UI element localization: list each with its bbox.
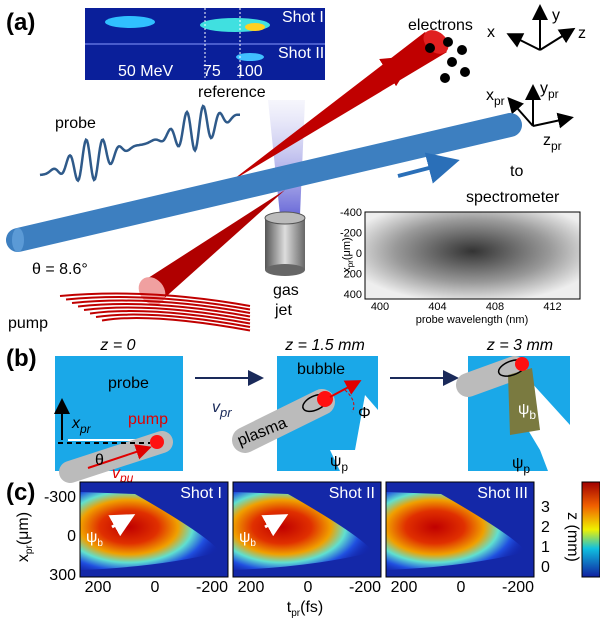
position-label: z = 0: [99, 337, 135, 354]
inset-x-tick: 408: [486, 301, 504, 313]
inset-y-tick: -400: [340, 207, 362, 219]
x-tick-label: 0: [457, 579, 466, 596]
angle-label: θ = 8.6°: [32, 261, 88, 278]
x-tick-label: 200: [391, 579, 418, 596]
spectrometer-label: spectrometer: [466, 189, 560, 206]
axis-label: ypr: [540, 80, 559, 101]
spectrum-blob: [105, 16, 155, 28]
psi-symbol: ψ: [239, 529, 250, 546]
x-axis-label: tpr(fs): [287, 599, 323, 619]
phi-label: Φ: [358, 405, 371, 422]
panel-label: (b): [6, 345, 37, 372]
inset-y-label: xpr(μm): [341, 237, 355, 272]
inset-x-tick: 404: [428, 301, 446, 313]
gas-jet-top: [265, 212, 305, 224]
inset-x-label: probe wavelength (nm): [416, 314, 529, 326]
theta-label: θ: [95, 452, 104, 469]
x-tick-label: 0: [151, 579, 160, 596]
axis-label: y: [552, 7, 560, 24]
electrons-label: electrons: [408, 17, 473, 34]
bubble-label: bubble: [297, 361, 345, 378]
figure: (a) Shot I Shot II 50 MeV 75 100 referen…: [0, 0, 600, 637]
pump-label: pump: [128, 411, 168, 428]
shot-label: Shot II: [278, 45, 324, 62]
energy-label: 50 MeV: [118, 63, 173, 80]
z-tick-label: 2: [541, 519, 550, 536]
pump-dot: [150, 435, 164, 449]
y-axis-label: xpr(μm): [15, 512, 35, 562]
gas-jet-bottom: [265, 264, 305, 276]
x-tick-label: -200: [502, 579, 534, 596]
lab-axes: [510, 8, 572, 50]
x-tick-label: -200: [349, 579, 381, 596]
beam-end: [12, 228, 24, 252]
axis-label: zpr: [543, 132, 562, 153]
gas-jet: [265, 218, 305, 270]
spectrometer-arrow: [398, 162, 452, 176]
probe-label: probe: [108, 375, 149, 392]
inset-y-tick: 200: [344, 269, 362, 281]
vpr-label: vpr: [212, 399, 232, 420]
energy-label: 75: [203, 63, 221, 80]
x-tick-label: 0: [304, 579, 313, 596]
inset-y-tick: 0: [356, 248, 362, 260]
position-label: z = 3 mm: [486, 337, 553, 354]
y-tick-label: 300: [49, 567, 76, 584]
pump-label: pump: [8, 315, 48, 332]
spectrum-blob: [245, 23, 265, 31]
x-tick-label: 200: [85, 579, 112, 596]
panel-label: (a): [6, 9, 35, 36]
gas-jet-label: jet: [274, 302, 292, 319]
inset-y-tick: 400: [344, 289, 362, 301]
x-tick-label: -200: [196, 579, 228, 596]
colorbar: [582, 482, 600, 577]
shot-label: Shot I: [180, 485, 222, 502]
inset-x-tick: 400: [371, 301, 389, 313]
probe-label: probe: [55, 115, 96, 132]
inset-y-tick: -200: [340, 228, 362, 240]
spectrometer-label: to: [510, 163, 523, 180]
inset-image: [365, 212, 580, 299]
z-tick-label: 3: [541, 499, 550, 516]
gas-jet-label: gas: [273, 282, 299, 299]
axis-label: xpr: [486, 87, 505, 108]
psi-sub: b: [250, 538, 256, 549]
axis-label: x: [487, 24, 495, 41]
reference-caption: reference: [198, 84, 266, 101]
psi-sub: b: [97, 538, 103, 549]
psi-symbol: ψ: [86, 529, 97, 546]
z-tick-label: 0: [541, 559, 550, 576]
pump-dot: [317, 391, 333, 407]
x-tick-label: 200: [238, 579, 265, 596]
axis-label: z: [578, 25, 586, 42]
y-tick-label: -300: [44, 489, 76, 506]
pump-dot: [515, 357, 529, 371]
inset-x-tick: 412: [543, 301, 561, 313]
position-label: z = 1.5 mm: [284, 337, 365, 354]
shot-label: Shot III: [477, 485, 528, 502]
z-axis-label: z (mm): [564, 512, 581, 562]
shot-label: Shot I: [282, 9, 324, 26]
panel-label: (c): [6, 479, 35, 506]
y-tick-label: 0: [67, 528, 76, 545]
z-tick-label: 1: [541, 539, 550, 556]
shot-label: Shot II: [329, 485, 375, 502]
energy-label: 100: [236, 63, 263, 80]
